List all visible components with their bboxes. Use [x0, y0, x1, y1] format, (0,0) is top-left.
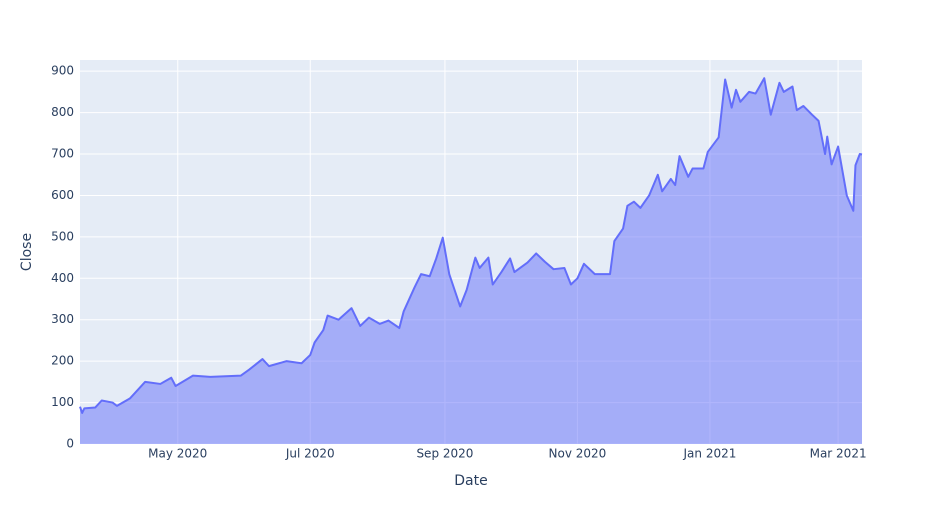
- area-fill: [80, 78, 862, 444]
- x-tick-label: Mar 2021: [810, 447, 867, 461]
- y-tick-label: 900: [51, 64, 74, 78]
- y-tick-label: 200: [51, 354, 74, 368]
- x-tick-label: Jul 2020: [285, 447, 335, 461]
- y-tick-label: 300: [51, 312, 74, 326]
- y-tick-label: 0: [66, 437, 74, 451]
- x-tick-label: Sep 2020: [416, 447, 473, 461]
- x-tick-label: May 2020: [148, 447, 207, 461]
- x-tick-label: Nov 2020: [549, 447, 607, 461]
- y-tick-label: 500: [51, 229, 74, 243]
- y-axis-title: Close: [19, 233, 35, 271]
- x-axis-title: Date: [454, 473, 487, 489]
- y-tick-label: 800: [51, 105, 74, 119]
- y-tick-label: 400: [51, 271, 74, 285]
- x-tick-label: Jan 2021: [683, 447, 737, 461]
- y-tick-label: 100: [51, 395, 74, 409]
- y-tick-label: 600: [51, 188, 74, 202]
- area-line: [79, 77, 863, 414]
- y-tick-label: 700: [51, 147, 74, 161]
